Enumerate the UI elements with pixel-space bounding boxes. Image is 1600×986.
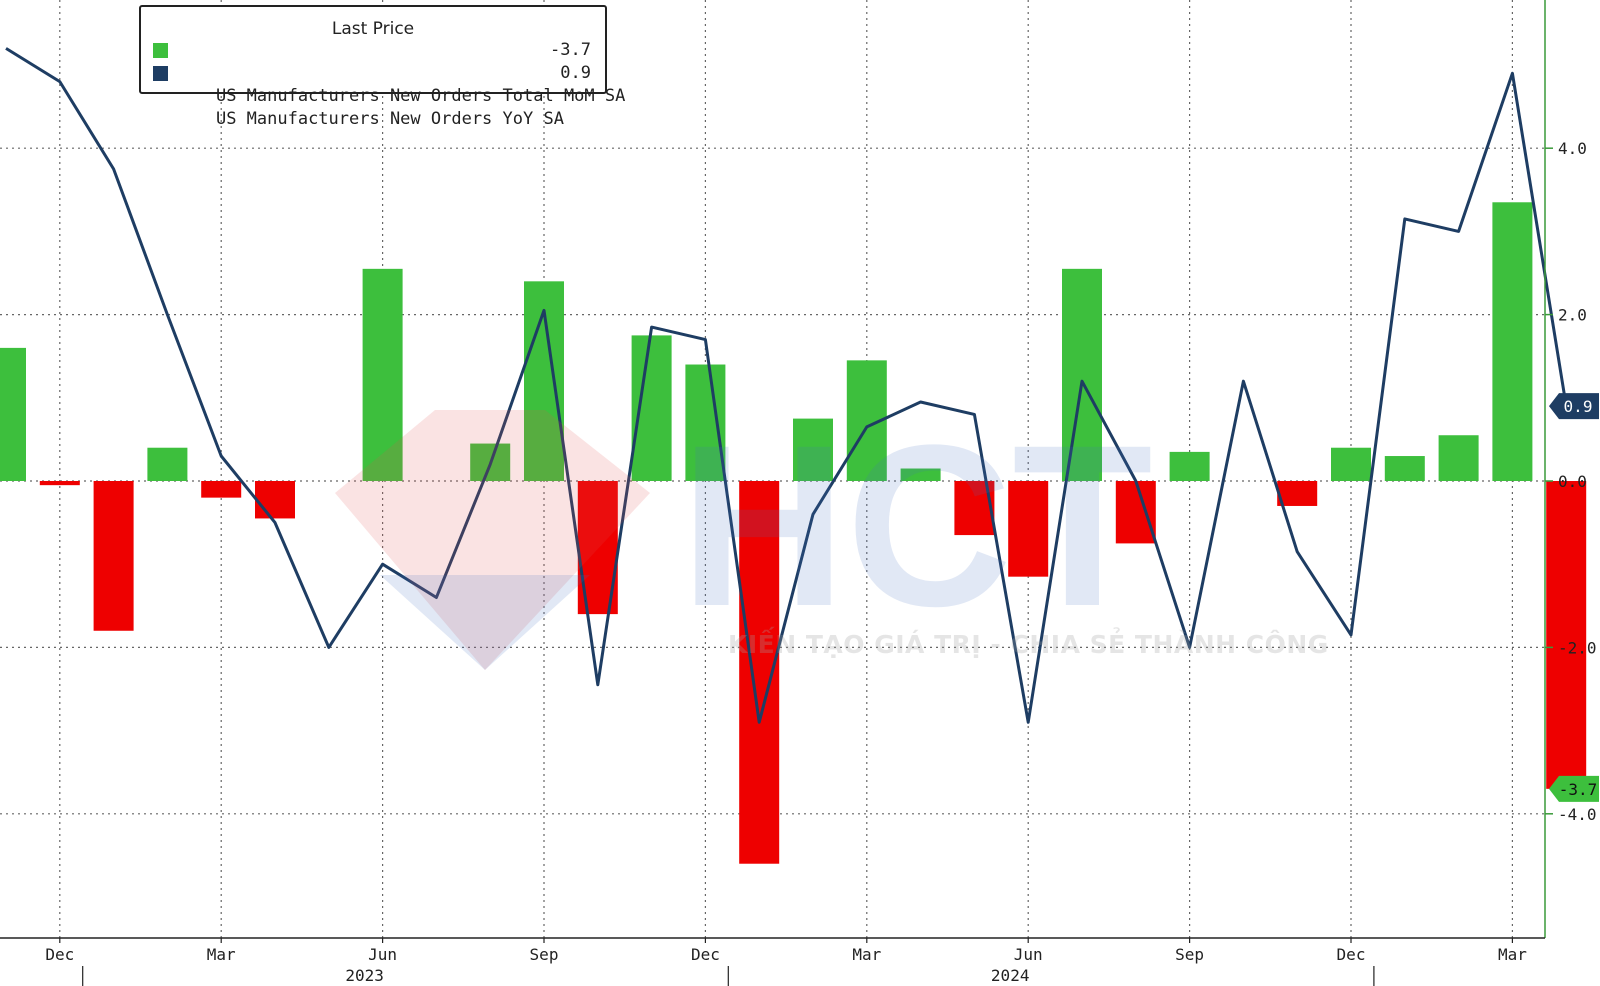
x-tick-label: Jun — [1014, 945, 1043, 964]
y-tick-label: 2.0 — [1558, 306, 1587, 325]
y-tick-label: -4.0 — [1558, 805, 1597, 824]
last-value-labels: 0.9 -3.7 — [1549, 393, 1599, 802]
mom-bars — [0, 202, 1587, 864]
year-label: 2023 — [345, 966, 384, 985]
mom-bar — [1062, 268, 1102, 481]
x-tick-label: Dec — [45, 945, 74, 964]
x-tick-label: Sep — [1175, 945, 1204, 964]
y-tick-label: 0.0 — [1558, 472, 1587, 491]
yoy-last-tag-text: 0.9 — [1564, 397, 1593, 416]
yoy-last-tag-bg — [1549, 393, 1599, 420]
legend-value-yoy: 0.9 — [560, 63, 591, 83]
mom-bar — [631, 335, 672, 481]
mom-bar — [1115, 481, 1156, 544]
legend-swatch-yoy — [153, 66, 168, 81]
axes — [0, 0, 1546, 939]
legend-entry-yoy: US Manufacturers New Orders YoY SA 0.9 — [141, 62, 605, 129]
legend-swatch-mom — [153, 43, 168, 58]
mom-bar — [1492, 202, 1533, 481]
legend-value-mom: -3.7 — [550, 40, 591, 60]
y-tick-label: -2.0 — [1558, 638, 1597, 657]
mom-bar — [1546, 481, 1587, 789]
mom-last-tag-bg — [1549, 775, 1599, 802]
y-tick-labels: 4.0 2.0 0.0 -2.0 -4.0 — [1545, 139, 1597, 824]
mom-bar — [255, 481, 295, 519]
x-tick-label: Dec — [1337, 945, 1366, 964]
x-tick-label: Sep — [530, 945, 559, 964]
mom-bar — [362, 268, 403, 481]
x-tick-label: Mar — [207, 945, 236, 964]
x-tick-label: Dec — [691, 945, 720, 964]
legend-title: Last Price — [331, 19, 415, 39]
watermark-tagline: KIẾN TẠO GIÁ TRỊ - CHIA SẺ THÀNH CÔNG — [728, 630, 1329, 659]
mom-bar — [147, 447, 188, 481]
x-tick-labels: DecMarJunSepDecMarJunSepDecMar2023202420… — [45, 938, 1527, 986]
legend-label-yoy: US Manufacturers New Orders YoY SA — [215, 109, 564, 129]
year-label: 2024 — [991, 966, 1030, 985]
mom-bar — [39, 481, 80, 486]
mom-bar — [0, 347, 26, 481]
y-tick-label: 4.0 — [1558, 139, 1587, 158]
x-tick-label: Mar — [1498, 945, 1527, 964]
mom-bar — [793, 418, 833, 481]
mom-bar — [1008, 481, 1049, 577]
mom-bar — [1384, 456, 1425, 481]
mom-last-tag-text: -3.7 — [1559, 780, 1598, 799]
x-tick-label: Jun — [368, 945, 397, 964]
legend-entry-mom: US Manufacturers New Orders Total MoM SA… — [141, 39, 625, 106]
mom-bar — [1277, 481, 1318, 506]
mom-bar — [93, 481, 134, 631]
mom-bar — [685, 364, 726, 481]
mom-bar — [1331, 447, 1371, 481]
yoy-series-line — [5, 47, 1568, 724]
x-tick-label: Mar — [852, 945, 881, 964]
mom-bar — [900, 468, 941, 481]
legend: Last Price US Manufacturers New Orders T… — [139, 5, 625, 129]
legend-label-mom: US Manufacturers New Orders Total MoM SA — [215, 86, 626, 106]
mom-bar — [1169, 451, 1210, 481]
mom-bar — [201, 481, 242, 498]
mom-bar — [1438, 435, 1479, 481]
